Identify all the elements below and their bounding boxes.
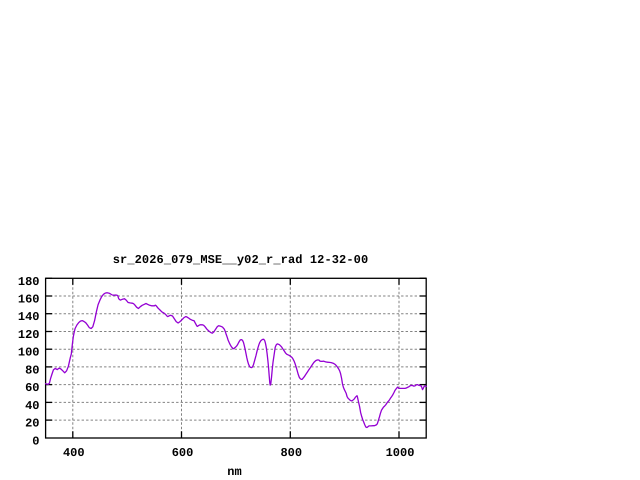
svg-text:1000: 1000 (386, 446, 415, 460)
svg-text:800: 800 (280, 446, 302, 460)
svg-text:100: 100 (18, 346, 40, 360)
svg-text:120: 120 (18, 328, 40, 342)
svg-text:sr_2026_079_MSE__y02_r_rad 12-: sr_2026_079_MSE__y02_r_rad 12-32-00 (113, 253, 369, 267)
svg-text:400: 400 (63, 446, 85, 460)
svg-text:80: 80 (25, 363, 39, 377)
svg-text:40: 40 (25, 399, 39, 413)
svg-text:nm: nm (227, 465, 241, 479)
svg-text:160: 160 (18, 293, 40, 307)
svg-text:140: 140 (18, 310, 40, 324)
svg-text:0: 0 (32, 434, 39, 448)
svg-text:20: 20 (25, 417, 39, 431)
svg-text:60: 60 (25, 381, 39, 395)
svg-text:600: 600 (172, 446, 194, 460)
svg-text:180: 180 (18, 275, 40, 289)
